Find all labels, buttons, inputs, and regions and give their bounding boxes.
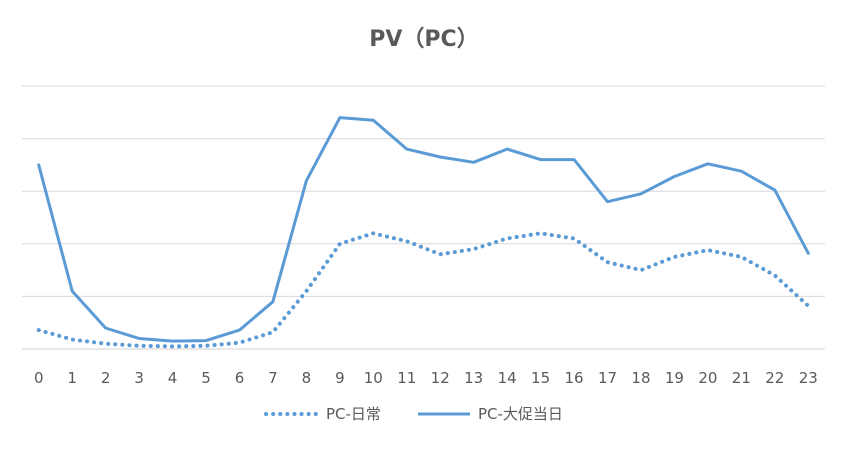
x-tick-label: 14 — [498, 369, 517, 387]
x-tick-label: 23 — [799, 369, 818, 387]
x-tick-label: 15 — [531, 369, 550, 387]
x-axis-tick-labels: 0 1 2 3 4 5 6 7 8 9 10 11 12 13 14 15 16 17 18 19 20 21 22 23 — [34, 369, 818, 387]
x-tick-label: 2 — [101, 369, 111, 387]
x-tick-label: 12 — [431, 369, 450, 387]
x-tick-label: 21 — [732, 369, 751, 387]
legend: PC-日常 PC-大促当日 — [264, 405, 563, 423]
x-tick-label: 22 — [765, 369, 784, 387]
series-line-daily — [36, 231, 811, 349]
x-tick-label: 13 — [464, 369, 483, 387]
x-tick-label: 19 — [665, 369, 684, 387]
x-tick-label: 10 — [364, 369, 383, 387]
x-tick-label: 0 — [34, 369, 44, 387]
x-tick-label: 3 — [134, 369, 144, 387]
x-tick-label: 8 — [302, 369, 312, 387]
x-tick-label: 5 — [201, 369, 211, 387]
legend-label: PC-日常 — [326, 405, 381, 423]
x-tick-label: 17 — [598, 369, 617, 387]
series-lines — [36, 116, 811, 349]
chart-title: PV（PC） — [369, 27, 478, 52]
x-tick-label: 4 — [168, 369, 178, 387]
series-line-promo-day — [37, 116, 810, 343]
x-tick-label: 11 — [397, 369, 416, 387]
legend-label: PC-大促当日 — [478, 405, 563, 423]
x-tick-label: 16 — [565, 369, 584, 387]
x-tick-label: 6 — [235, 369, 245, 387]
x-tick-label: 20 — [698, 369, 717, 387]
x-tick-label: 1 — [67, 369, 77, 387]
x-tick-label: 9 — [335, 369, 345, 387]
gridlines — [22, 85, 825, 350]
x-tick-label: 18 — [631, 369, 650, 387]
x-tick-label: 7 — [268, 369, 278, 387]
